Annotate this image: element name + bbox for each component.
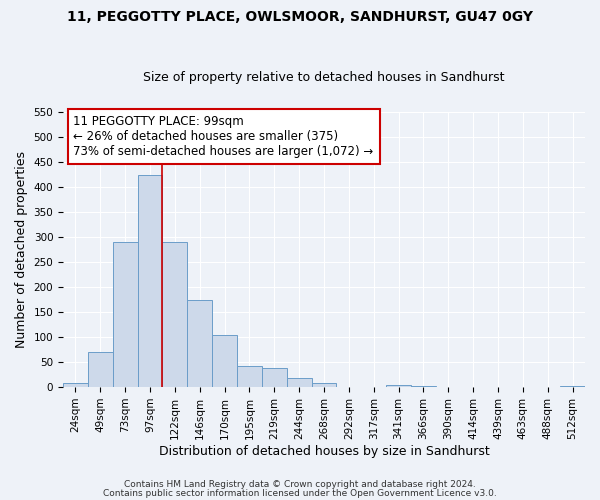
Bar (287, 378, 311, 387)
Text: Contains public sector information licensed under the Open Government Licence v3: Contains public sector information licen… (103, 488, 497, 498)
Text: Contains HM Land Registry data © Crown copyright and database right 2024.: Contains HM Land Registry data © Crown c… (124, 480, 476, 489)
Bar (88, 352, 113, 387)
Bar (411, 386, 436, 387)
Bar (237, 366, 262, 387)
Bar (187, 300, 212, 387)
X-axis label: Distribution of detached houses by size in Sandhurst: Distribution of detached houses by size … (158, 444, 490, 458)
Text: 11 PEGGOTTY PLACE: 99sqm
← 26% of detached houses are smaller (375)
73% of semi-: 11 PEGGOTTY PLACE: 99sqm ← 26% of detach… (73, 115, 374, 158)
Bar (262, 368, 287, 387)
Text: 11, PEGGOTTY PLACE, OWLSMOOR, SANDHURST, GU47 0GY: 11, PEGGOTTY PLACE, OWLSMOOR, SANDHURST,… (67, 10, 533, 24)
Bar (137, 174, 163, 387)
Bar (311, 383, 337, 387)
Bar (212, 334, 237, 387)
Bar (386, 384, 411, 387)
Title: Size of property relative to detached houses in Sandhurst: Size of property relative to detached ho… (143, 72, 505, 85)
Bar (560, 386, 585, 387)
Bar (63, 383, 88, 387)
Y-axis label: Number of detached properties: Number of detached properties (15, 151, 28, 348)
Bar (113, 242, 137, 387)
Bar (163, 242, 187, 387)
